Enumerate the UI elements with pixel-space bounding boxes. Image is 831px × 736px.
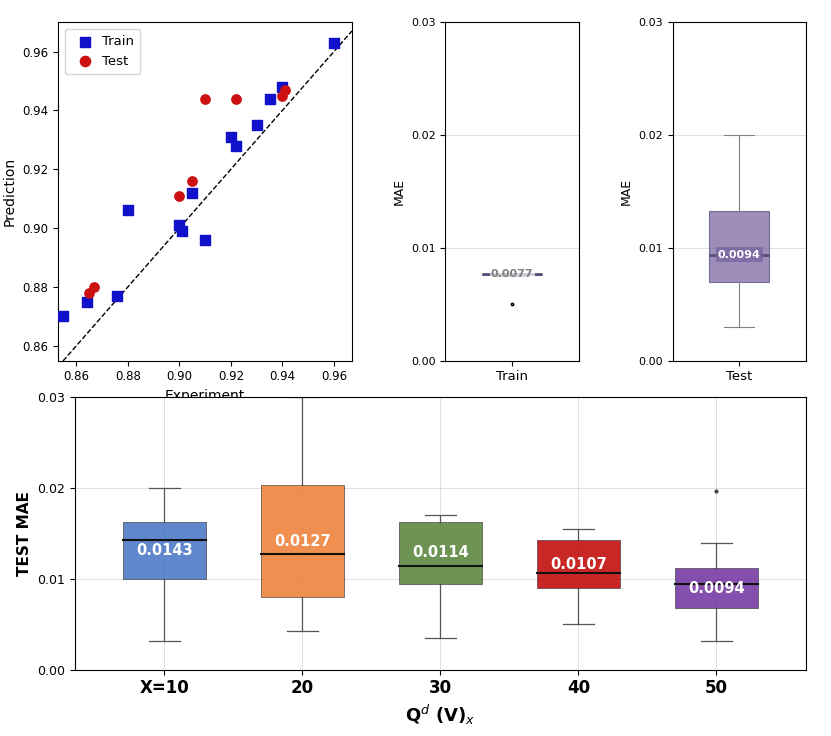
Train [80, 296, 93, 308]
Text: 0.0094: 0.0094 [688, 581, 745, 595]
Text: 0.0114: 0.0114 [412, 545, 469, 560]
PathPatch shape [709, 211, 770, 282]
Train [276, 81, 289, 93]
Test [173, 190, 186, 202]
Test [276, 90, 289, 102]
Train [111, 290, 124, 302]
Train [185, 187, 199, 199]
X-axis label: Q$^d$ (V)$_x$: Q$^d$ (V)$_x$ [406, 703, 475, 727]
Text: 0.0094: 0.0094 [718, 250, 760, 260]
FancyBboxPatch shape [399, 522, 482, 584]
Y-axis label: Prediction: Prediction [2, 157, 17, 226]
Text: 0.0107: 0.0107 [550, 556, 607, 572]
X-axis label: Experiment: Experiment [165, 389, 245, 403]
Text: 0.0143: 0.0143 [136, 543, 193, 558]
Test [229, 93, 243, 105]
Text: 0.0077: 0.0077 [491, 269, 534, 279]
Train [224, 131, 238, 143]
Y-axis label: TEST MAE: TEST MAE [17, 491, 32, 576]
Legend: Train, Test: Train, Test [65, 29, 140, 74]
Train [57, 311, 70, 322]
FancyBboxPatch shape [675, 568, 758, 608]
Train [229, 140, 243, 152]
FancyBboxPatch shape [123, 522, 206, 579]
Test [87, 281, 101, 293]
Test [278, 84, 292, 96]
Train [263, 93, 276, 105]
Train [121, 205, 135, 216]
Train [327, 37, 341, 49]
Train [175, 225, 189, 237]
Y-axis label: MAE: MAE [619, 178, 632, 205]
Y-axis label: MAE: MAE [392, 178, 406, 205]
Test [82, 287, 96, 299]
Train [173, 219, 186, 231]
PathPatch shape [482, 274, 543, 275]
FancyBboxPatch shape [537, 540, 620, 588]
Test [199, 93, 212, 105]
FancyBboxPatch shape [261, 486, 344, 597]
Train [250, 119, 263, 131]
Test [185, 175, 199, 187]
Text: 0.0127: 0.0127 [274, 534, 331, 549]
Train [199, 234, 212, 246]
